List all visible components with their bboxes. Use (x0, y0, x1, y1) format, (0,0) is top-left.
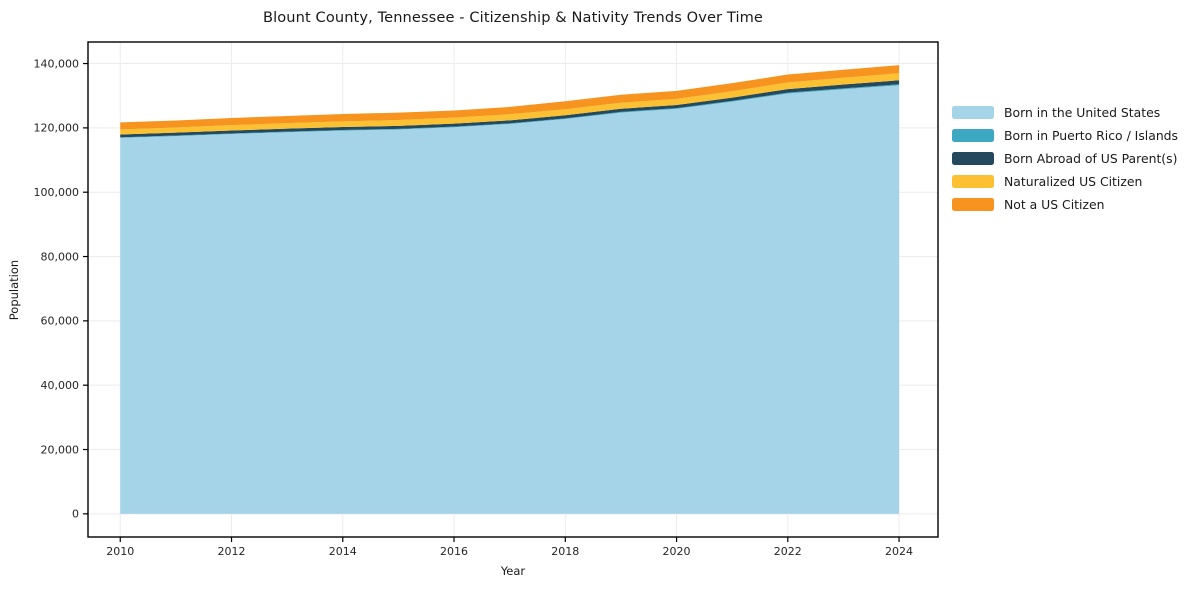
y-tick-label: 80,000 (41, 250, 80, 263)
y-tick-label: 40,000 (41, 379, 80, 392)
y-tick-label: 140,000 (34, 57, 80, 70)
x-tick-label: 2014 (329, 545, 357, 558)
legend-label: Not a US Citizen (1004, 197, 1105, 212)
area-series-4 (120, 65, 900, 130)
legend-item-0: Born in the United States (952, 101, 1178, 124)
x-tick-label: 2024 (885, 545, 913, 558)
legend-label: Born in the United States (1004, 105, 1161, 120)
x-tick-label: 2018 (551, 545, 579, 558)
x-axis-label: Year (500, 564, 526, 578)
legend-item-3: Naturalized US Citizen (952, 170, 1178, 193)
legend-swatch (952, 175, 994, 188)
legend-item-4: Not a US Citizen (952, 193, 1178, 216)
legend: Born in the United States Born in Puerto … (952, 101, 1178, 216)
y-tick-label: 0 (72, 508, 79, 521)
legend-item-1: Born in Puerto Rico / Islands (952, 124, 1178, 147)
plot-border (87, 41, 939, 538)
legend-label: Born Abroad of US Parent(s) (1004, 151, 1178, 166)
legend-label: Naturalized US Citizen (1004, 174, 1143, 189)
x-tick-label: 2020 (663, 545, 691, 558)
area-series-3 (120, 73, 900, 135)
legend-swatch (952, 152, 994, 165)
y-axis-label: Population (7, 259, 21, 321)
x-tick-label: 2016 (440, 545, 468, 558)
legend-swatch (952, 198, 994, 211)
y-tick-label: 20,000 (41, 443, 80, 456)
x-tick-label: 2012 (218, 545, 246, 558)
x-tick-label: 2010 (106, 545, 134, 558)
area-series-0 (120, 85, 900, 514)
legend-swatch (952, 106, 994, 119)
y-tick-label: 120,000 (34, 122, 80, 135)
legend-swatch (952, 129, 994, 142)
chart-title: Blount County, Tennessee - Citizenship &… (262, 9, 763, 26)
x-tick-label: 2022 (774, 545, 802, 558)
y-tick-label: 100,000 (34, 186, 80, 199)
y-tick-label: 60,000 (41, 315, 80, 328)
legend-item-2: Born Abroad of US Parent(s) (952, 147, 1178, 170)
legend-label: Born in Puerto Rico / Islands (1004, 128, 1179, 143)
